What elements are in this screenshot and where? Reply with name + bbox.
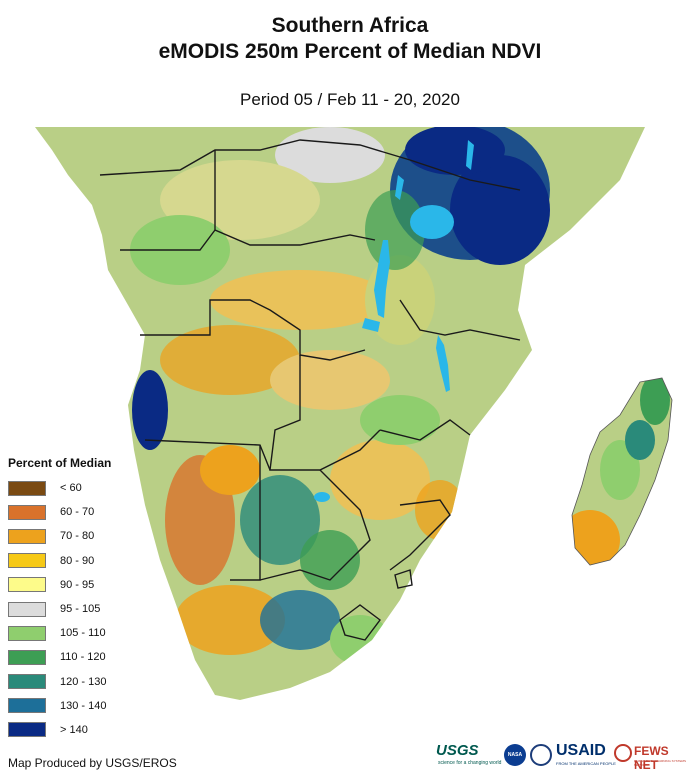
legend-label: 130 - 140 [60,699,107,712]
nasa-logo: NASA [504,744,526,766]
legend-item: 60 - 70 [8,500,148,524]
ndvi-map [35,127,673,700]
map-title-line1: Southern Africa [271,14,429,37]
legend-swatch [8,698,46,714]
legend-item: > 140 [8,718,148,742]
credit-text: Map Produced by USGS/EROS [8,756,177,770]
legend-swatch [8,625,46,641]
legend-title: Percent of Median [8,456,112,470]
legend-label: 70 - 80 [60,530,95,543]
usgs-logo: USGS [436,742,479,759]
fewsnet-tagline: FAMINE EARLY WARNING SYSTEMS NETWORK [634,759,686,767]
legend-item: 95 - 105 [8,597,148,621]
legend-swatch [8,480,46,496]
fewsnet-logo: FEWS NET [634,744,669,772]
lake-mweru [362,318,380,332]
legend-item: 80 - 90 [8,549,148,573]
legend-label: < 60 [60,482,82,495]
legend-swatch [8,504,46,520]
legend-label: 90 - 95 [60,578,95,591]
legend: Percent of Median < 60 60 - 70 70 - 80 80 -… [8,456,148,742]
legend-item: 130 - 140 [8,694,148,718]
lake-tanganyika [374,240,390,318]
legend-item: 105 - 110 [8,621,148,645]
legend-label: 60 - 70 [60,506,95,519]
lake-albert [395,175,404,200]
logo-strip: USGS science for a changing world NASA U… [436,740,692,772]
lake-malawi [436,335,450,392]
lake-victoria [410,205,454,239]
lake-turkana [466,140,474,170]
fewsnet-emblem-icon [614,744,632,762]
legend-label: 110 - 120 [60,651,106,664]
legend-label: 80 - 90 [60,554,95,567]
legend-swatch [8,674,46,690]
legend-item: 110 - 120 [8,645,148,669]
usaid-tagline: FROM THE AMERICAN PEOPLE [556,761,616,766]
legend-item: < 60 [8,476,148,500]
legend-label: 105 - 110 [60,627,106,640]
usaid-logo: USAID [556,742,606,759]
legend-item: 120 - 130 [8,670,148,694]
legend-label: 120 - 130 [60,675,107,688]
legend-swatch [8,601,46,617]
country-borders [99,139,521,641]
okavango-pan [314,492,330,502]
legend-swatch [8,577,46,593]
legend-swatch [8,722,46,738]
legend-swatch [8,649,46,665]
legend-item: 70 - 80 [8,524,148,548]
seal-icon [530,744,552,766]
legend-swatch [8,528,46,544]
legend-swatch [8,553,46,569]
legend-label: 95 - 105 [60,603,101,616]
map-title-line2: eMODIS 250m Percent of Median NDVI [158,40,542,63]
usgs-tagline: science for a changing world [438,760,502,766]
legend-item: 90 - 95 [8,573,148,597]
map-period-subtitle: Period 05 / Feb 11 - 20, 2020 [240,90,460,109]
legend-label: > 140 [60,723,88,736]
